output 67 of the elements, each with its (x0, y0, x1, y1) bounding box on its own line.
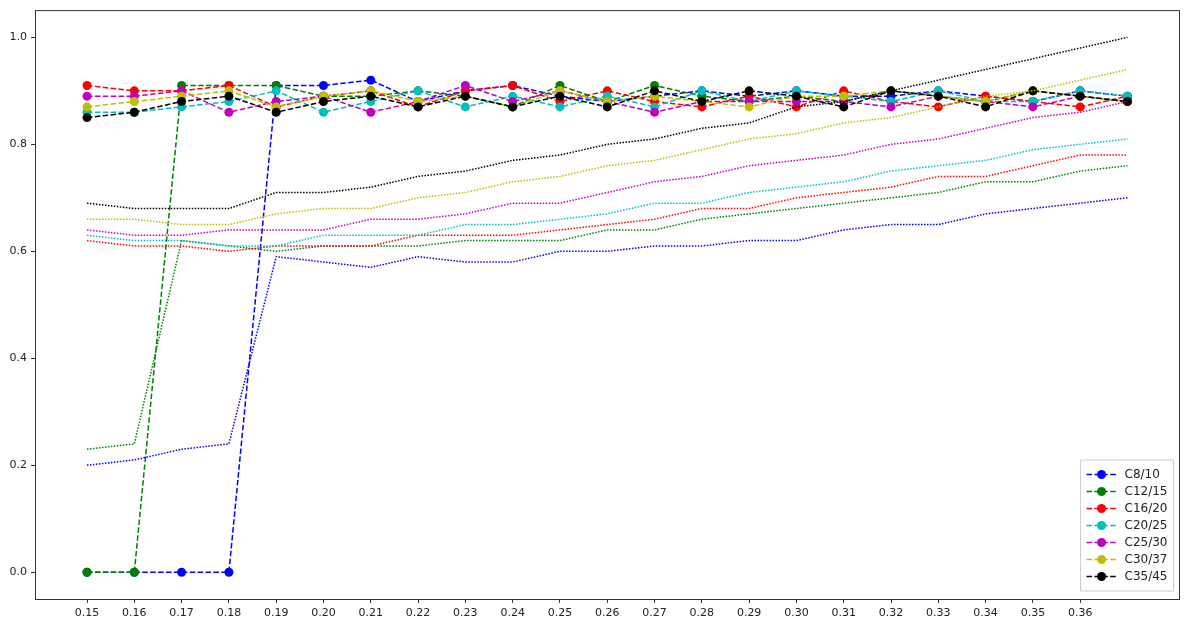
x-tick-label: 0.22 (405, 606, 431, 619)
point (318, 107, 328, 117)
x-tick-label: 0.35 (1020, 606, 1046, 619)
point (460, 102, 470, 112)
point (224, 567, 234, 577)
point (82, 102, 92, 112)
point (366, 107, 376, 117)
point (318, 80, 328, 90)
x-tick-label: 0.26 (595, 606, 620, 619)
point (886, 102, 896, 112)
line-series (86, 154, 1129, 253)
point (1075, 102, 1085, 112)
point (602, 102, 612, 112)
point (82, 80, 92, 90)
point (981, 102, 991, 112)
point (318, 97, 328, 107)
x-tick-label: 0.30 (784, 606, 809, 619)
point (744, 86, 754, 96)
x-tick-label: 0.24 (500, 606, 525, 619)
x-tick-label: 0.21 (358, 606, 384, 619)
point (177, 97, 187, 107)
x-tick-label: 0.23 (453, 606, 478, 619)
y-tick-label: 0.4 (9, 351, 27, 365)
x-tick-label: 0.28 (689, 606, 715, 619)
legend-label: C25/30 (1124, 534, 1168, 549)
point (1028, 102, 1038, 112)
point (744, 102, 754, 112)
point (82, 113, 92, 123)
y-tick-label: 1.0 (9, 30, 27, 44)
x-tick-label: 0.29 (736, 606, 762, 619)
x-tick-label: 0.33 (926, 606, 951, 619)
legend-label: C30/37 (1124, 551, 1168, 566)
point (839, 102, 849, 112)
point (650, 107, 660, 117)
y-tick-label: 0.8 (9, 137, 27, 151)
x-tick-label: 0.20 (311, 606, 336, 619)
legend-label: C12/15 (1124, 483, 1168, 498)
legend-label: C35/45 (1124, 568, 1168, 583)
point (129, 97, 139, 107)
x-tick-label: 0.27 (642, 606, 667, 619)
x-tick-label: 0.34 (973, 606, 998, 619)
point (224, 107, 234, 117)
legend-label: C8/10 (1124, 466, 1160, 481)
y-tick-label: 0.6 (9, 244, 27, 258)
point (82, 91, 92, 101)
point (366, 75, 376, 85)
point (555, 102, 565, 112)
line-series (86, 138, 1129, 247)
y-tick-label: 0.0 (9, 565, 27, 579)
point (224, 91, 234, 101)
legend-label: C20/25 (1124, 517, 1168, 532)
x-tick-label: 0.16 (122, 606, 147, 619)
x-tick-label: 0.36 (1067, 606, 1093, 619)
x-tick-label: 0.18 (216, 606, 242, 619)
point (271, 107, 281, 117)
point (177, 567, 187, 577)
point (650, 86, 660, 96)
x-tick-label: 0.31 (831, 606, 856, 619)
point (271, 86, 281, 96)
x-tick-label: 0.32 (878, 606, 904, 619)
x-tick-label: 0.19 (263, 606, 289, 619)
x-tick-label: 0.15 (74, 606, 100, 619)
point (460, 80, 470, 90)
x-tick-label: 0.25 (547, 606, 573, 619)
x-tick-label: 0.17 (169, 606, 194, 619)
legend-label: C16/20 (1124, 500, 1168, 515)
y-tick-label: 0.2 (9, 458, 27, 472)
